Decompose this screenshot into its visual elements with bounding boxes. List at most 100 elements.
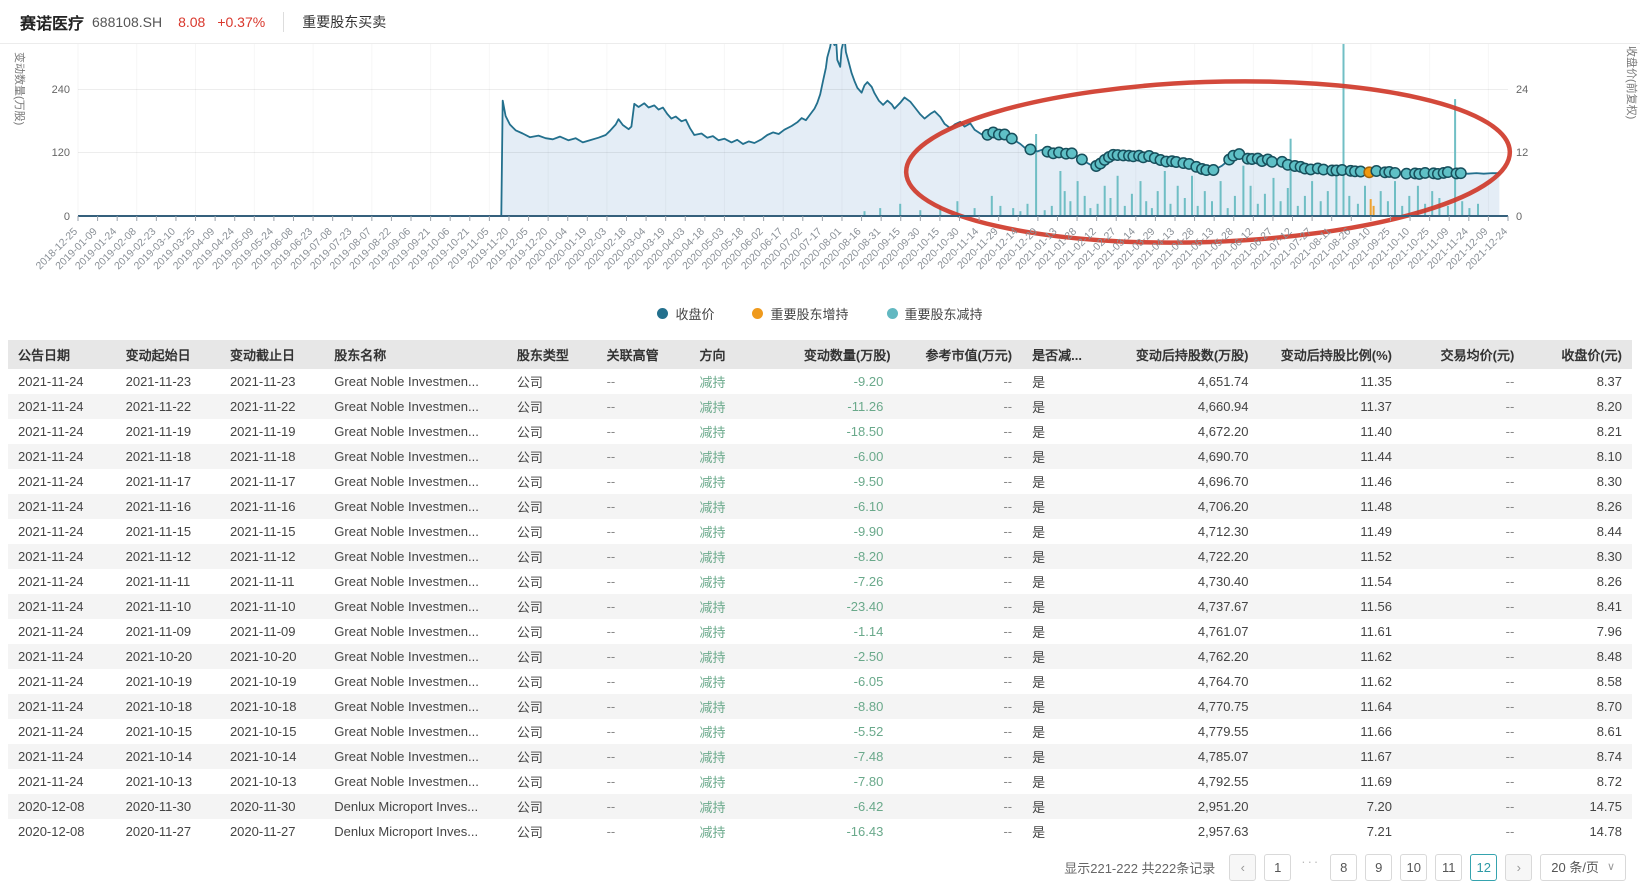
- page-button-9[interactable]: 9: [1365, 854, 1393, 881]
- table-cell: Great Noble Investmen...: [324, 694, 507, 719]
- chart-svg: 2018-12-252019-01-092019-01-242019-02-08…: [13, 44, 1639, 272]
- table-cell: 7.96: [1596, 624, 1622, 639]
- volume-bar: [1211, 201, 1213, 216]
- volume-bar: [1076, 181, 1079, 216]
- table-cell: 公司: [506, 744, 597, 769]
- table-cell: -23.40: [793, 594, 894, 619]
- page-button-10[interactable]: 10: [1400, 854, 1428, 881]
- table-cell: --: [1505, 724, 1515, 739]
- table-cell: 4,779.55: [1197, 724, 1249, 739]
- reduce-event-dot[interactable]: [1389, 166, 1401, 179]
- table-cell: --: [1402, 694, 1525, 719]
- table-cell: 2021-10-19: [125, 674, 193, 689]
- page-ellipsis: ···: [1301, 854, 1321, 869]
- reduce-event-dot[interactable]: [1075, 153, 1088, 166]
- page-size-value: 20 条/页: [1551, 860, 1599, 875]
- table-row: 2021-11-24 2021-10-19 2021-10-19 Great Nobl…: [8, 669, 1632, 694]
- page-button-1[interactable]: 1: [1264, 854, 1292, 881]
- pagination-bar: 显示221-222 共222条记录 ‹ 1 ··· 8 9 10 11 12 › 20 条/…: [0, 844, 1640, 881]
- table-cell: 2021-11-10: [219, 594, 325, 619]
- volume-bar: [1335, 171, 1338, 216]
- table-cell: --: [1402, 494, 1525, 519]
- reduce-event-dot[interactable]: [1024, 143, 1037, 156]
- table-cell: Great Noble Investmen...: [324, 644, 507, 669]
- reduce-event-dot[interactable]: [1005, 132, 1018, 145]
- table-cell: 11.40: [1360, 424, 1392, 439]
- table-cell: 减持: [699, 475, 726, 490]
- table-cell: --: [893, 744, 1023, 769]
- table-cell: 4,690.70: [1121, 444, 1259, 469]
- table-cell: 8.74: [1524, 744, 1632, 769]
- volume-bar: [990, 195, 993, 216]
- table-cell: 公司: [516, 425, 543, 440]
- prev-page-button[interactable]: ‹: [1229, 854, 1257, 881]
- volume-bar: [1156, 191, 1159, 216]
- table-row: 2021-11-24 2021-11-12 2021-11-12 Great Nobl…: [8, 544, 1632, 569]
- table-cell: 8.44: [1596, 524, 1622, 539]
- legend-item-reduce-holding[interactable]: 重要股东减持: [886, 304, 983, 323]
- reduce-event-dot[interactable]: [1454, 167, 1467, 180]
- table-cell: 是: [1032, 775, 1046, 790]
- left-tick-label: 0: [64, 211, 70, 223]
- table-cell: 2021-11-11: [125, 574, 191, 589]
- column-header: 收盘价(元): [1524, 340, 1632, 369]
- table-cell: 8.58: [1596, 674, 1622, 689]
- table-cell: --: [893, 644, 1023, 669]
- table-header-row: 公告日期 变动起始日 变动截止日 股东名称 股东类型 关联高管 方向 变动数量(万股) 参考市值…: [8, 340, 1632, 369]
- volume-bar: [939, 205, 942, 216]
- volume-bar: [1256, 203, 1259, 216]
- column-header: 参考市值(万元): [893, 340, 1023, 369]
- table-cell: 8.30: [1524, 544, 1632, 569]
- table-cell: 11.44: [1258, 444, 1402, 469]
- table-cell: 11.56: [1258, 594, 1402, 619]
- column-header: 公告日期: [8, 340, 116, 369]
- table-cell: --: [606, 774, 616, 789]
- volume-bar: [1289, 138, 1292, 216]
- table-cell: 11.54: [1360, 574, 1392, 589]
- table-cell: -2.50: [793, 644, 894, 669]
- volume-bar: [1219, 181, 1222, 216]
- table-cell: 2021-11-24: [8, 444, 116, 469]
- column-header: 方向: [689, 340, 794, 369]
- reduce-event-dot[interactable]: [1207, 164, 1220, 176]
- top-bar: 赛诺医疗 688108.SH 8.08 +0.37% 重要股东买卖: [0, 0, 1640, 44]
- table-cell: Great Noble Investmen...: [334, 424, 479, 439]
- volume-bar: [1372, 205, 1375, 216]
- next-page-button[interactable]: ›: [1505, 854, 1533, 881]
- table-cell: 2021-10-20: [115, 644, 220, 669]
- table-cell: 减持: [689, 394, 794, 419]
- right-tick-label: 24: [1516, 84, 1528, 96]
- reduce-event-dot[interactable]: [1266, 155, 1278, 168]
- reduce-event-dot[interactable]: [1065, 147, 1078, 160]
- table-cell: 11.69: [1360, 774, 1392, 789]
- table-cell: 2021-10-20: [219, 644, 325, 669]
- tab-important-shareholder-trades[interactable]: 重要股东买卖: [302, 13, 387, 30]
- volume-bar: [1191, 175, 1193, 216]
- table-cell: 2020-12-08: [8, 794, 116, 819]
- page-button-11[interactable]: 11: [1435, 854, 1463, 881]
- page-button-8[interactable]: 8: [1330, 854, 1358, 881]
- table-cell: 2021-11-24: [18, 374, 84, 389]
- table-cell: 是: [1032, 475, 1046, 490]
- legend-item-close-price[interactable]: 收盘价: [657, 304, 714, 323]
- table-cell: 2021-11-24: [18, 524, 84, 539]
- table-row: 2021-11-24 2021-10-18 2021-10-18 Great Nobl…: [8, 694, 1632, 719]
- volume-bar: [1454, 99, 1457, 216]
- table-cell: --: [596, 494, 690, 519]
- legend-item-increase-holding[interactable]: 重要股东增持: [752, 304, 849, 323]
- page-button-12[interactable]: 12: [1470, 854, 1498, 881]
- table-cell: --: [606, 524, 616, 539]
- volume-bar: [1203, 191, 1206, 216]
- table-cell: 公司: [506, 394, 597, 419]
- table-cell: -8.20: [793, 544, 894, 569]
- table-cell: -11.26: [793, 394, 894, 419]
- table-row: 2021-11-24 2021-11-11 2021-11-11 Great Nobl…: [8, 569, 1632, 594]
- page-buttons: 1 ··· 8 9 10 11 12: [1264, 854, 1498, 881]
- table-row: 2021-11-24 2021-11-15 2021-11-15 Great Nobl…: [8, 519, 1632, 544]
- divider: [283, 11, 285, 32]
- table-cell: -7.80: [853, 774, 884, 789]
- page-size-select[interactable]: 20 条/页 ∨: [1540, 854, 1626, 881]
- table-cell: --: [596, 744, 690, 769]
- column-header: 变动后持股比例(%): [1258, 340, 1402, 369]
- table-cell: --: [893, 794, 1023, 819]
